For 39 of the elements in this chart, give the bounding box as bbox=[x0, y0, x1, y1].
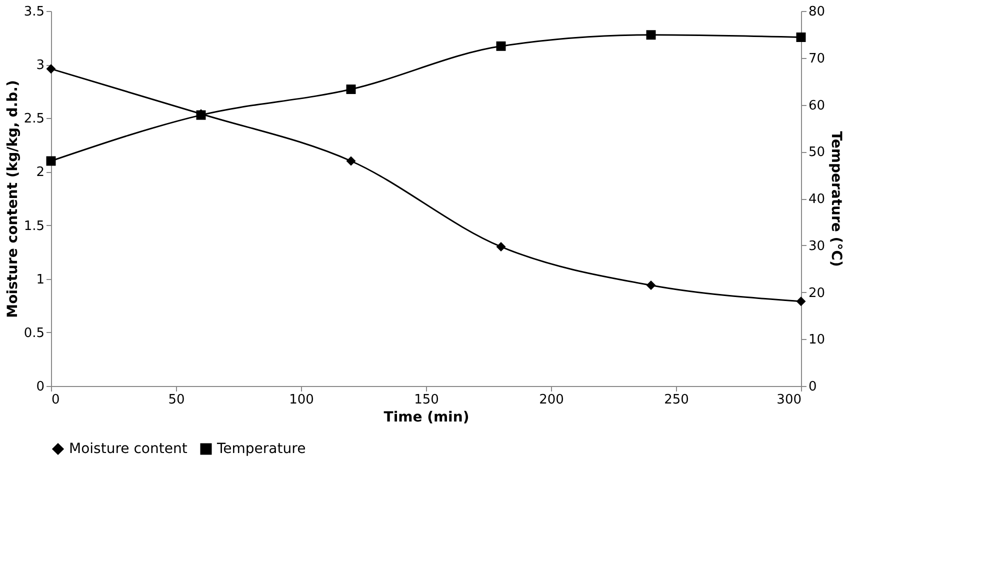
y2-tick-label: 60 bbox=[808, 98, 826, 114]
y2-axis-title: Temperature (°C) bbox=[828, 131, 844, 267]
x-tick-label: 100 bbox=[289, 392, 314, 408]
point bbox=[646, 30, 656, 40]
point bbox=[46, 64, 56, 74]
y-tick-label: 2.5 bbox=[24, 112, 44, 127]
y-tick-label: 0 bbox=[36, 380, 44, 394]
legend-label: Moisture content bbox=[69, 441, 188, 457]
y-tick-label: 0.5 bbox=[24, 326, 44, 341]
point bbox=[46, 156, 56, 166]
x-axis-title: Time (min) bbox=[384, 410, 470, 426]
y2-tick-label: 80 bbox=[808, 4, 826, 20]
y-tick-label: 3 bbox=[36, 58, 44, 74]
x-tick-label: 150 bbox=[414, 392, 439, 408]
x-tick-label: 200 bbox=[539, 392, 564, 408]
y2-tick-label: 20 bbox=[808, 286, 826, 301]
point bbox=[346, 156, 356, 166]
x-tick-label: 50 bbox=[168, 392, 185, 408]
point bbox=[496, 41, 506, 51]
y-tick-label: 2 bbox=[36, 165, 44, 180]
point bbox=[796, 32, 806, 42]
x-tick-label: 0 bbox=[52, 392, 60, 408]
y2-tick-label: 40 bbox=[808, 192, 826, 207]
point bbox=[346, 84, 356, 94]
y-tick-label: 3.5 bbox=[24, 4, 44, 20]
point bbox=[496, 242, 506, 252]
y-tick-label: 1 bbox=[36, 272, 44, 288]
y2-tick-label: 0 bbox=[808, 380, 817, 394]
point bbox=[796, 296, 806, 306]
point bbox=[646, 280, 656, 290]
legend-label: Temperature bbox=[216, 441, 306, 457]
y2-tick-label: 50 bbox=[808, 145, 826, 160]
y2-tick-label: 10 bbox=[808, 332, 826, 348]
y2-tick-label: 30 bbox=[808, 238, 826, 254]
x-tick-label: 250 bbox=[664, 392, 689, 408]
x-tick-label: 300 bbox=[776, 392, 802, 408]
y-axis-title: Moisture content (kg/kg, d.b.) bbox=[4, 80, 21, 318]
y2-tick-label: 70 bbox=[808, 51, 826, 66]
y-tick-label: 1.5 bbox=[24, 218, 44, 234]
